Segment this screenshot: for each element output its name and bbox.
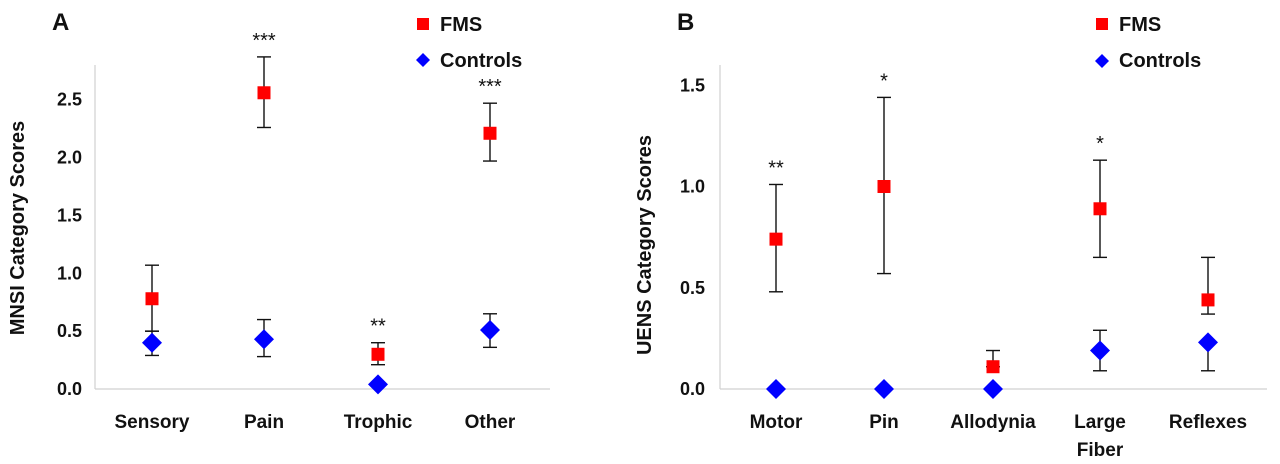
significance-marker: *** <box>478 76 502 98</box>
x-category-label: Sensory <box>115 412 190 433</box>
y-tick-label: 0.5 <box>680 278 705 298</box>
significance-marker: ** <box>768 157 784 179</box>
controls-point <box>142 332 162 353</box>
controls-point <box>983 379 1003 399</box>
y-tick-label: 1.0 <box>680 177 705 197</box>
legend-fms-marker-b <box>1096 18 1108 30</box>
legend-controls-marker-a <box>416 53 430 67</box>
y-tick-label: 0.5 <box>57 321 82 341</box>
x-category-label: Trophic <box>344 412 413 433</box>
panel-b-chart: B UENS Category Scores FMS Controls 0.0 0… <box>634 9 1267 461</box>
significance-marker: * <box>880 70 888 92</box>
controls-point <box>766 379 786 399</box>
controls-point <box>1090 340 1110 361</box>
controls-point <box>368 374 388 395</box>
x-category-label: Motor <box>750 412 803 433</box>
legend-fms-label-b: FMS <box>1119 14 1161 36</box>
significance-marker: * <box>1096 133 1104 155</box>
y-tick-label: 1.5 <box>680 75 705 95</box>
x-category-label: Allodynia <box>950 412 1036 433</box>
x-category-label: Other <box>465 412 516 433</box>
fms-point <box>257 86 271 100</box>
panel-a-legend: FMS Controls <box>416 14 522 72</box>
fms-point <box>145 292 159 306</box>
y-tick-label: 1.0 <box>57 263 82 283</box>
controls-point <box>480 319 500 340</box>
legend-controls-label-a: Controls <box>440 50 522 72</box>
panel-b-legend: FMS Controls <box>1095 14 1201 72</box>
controls-point <box>254 329 274 350</box>
significance-marker: *** <box>252 30 276 52</box>
x-category-label: Pain <box>244 412 284 433</box>
panel-a-label: A <box>52 9 69 36</box>
panel-a-chart: A MNSI Category Scores FMS Controls 0.0 0… <box>7 9 550 433</box>
significance-marker: ** <box>370 316 386 338</box>
fms-point <box>877 180 891 193</box>
fms-point <box>986 360 1000 374</box>
panel-b-y-axis-label: UENS Category Scores <box>634 135 656 355</box>
y-tick-label: 0.0 <box>57 379 82 399</box>
panel-b-label: B <box>677 9 694 36</box>
controls-point <box>874 379 894 399</box>
fms-point <box>769 232 783 246</box>
legend-fms-label-a: FMS <box>440 14 482 36</box>
legend-fms-marker-a <box>417 18 429 30</box>
x-category-label: Reflexes <box>1169 412 1247 433</box>
controls-point <box>1198 332 1218 353</box>
fms-point <box>483 126 497 140</box>
y-tick-label: 0.0 <box>680 379 705 399</box>
panel-a-y-axis-label: MNSI Category Scores <box>7 121 29 336</box>
fms-point <box>371 347 385 361</box>
x-category-label: Pin <box>869 412 899 433</box>
y-tick-label: 1.5 <box>57 205 82 225</box>
legend-controls-label-b: Controls <box>1119 50 1201 72</box>
fms-point <box>1201 293 1215 307</box>
y-tick-label: 2.5 <box>57 90 82 110</box>
y-tick-label: 2.0 <box>57 148 82 168</box>
fms-point <box>1093 202 1107 216</box>
legend-controls-marker-b <box>1095 54 1109 68</box>
x-category-label: Large Fiber <box>1074 412 1126 461</box>
